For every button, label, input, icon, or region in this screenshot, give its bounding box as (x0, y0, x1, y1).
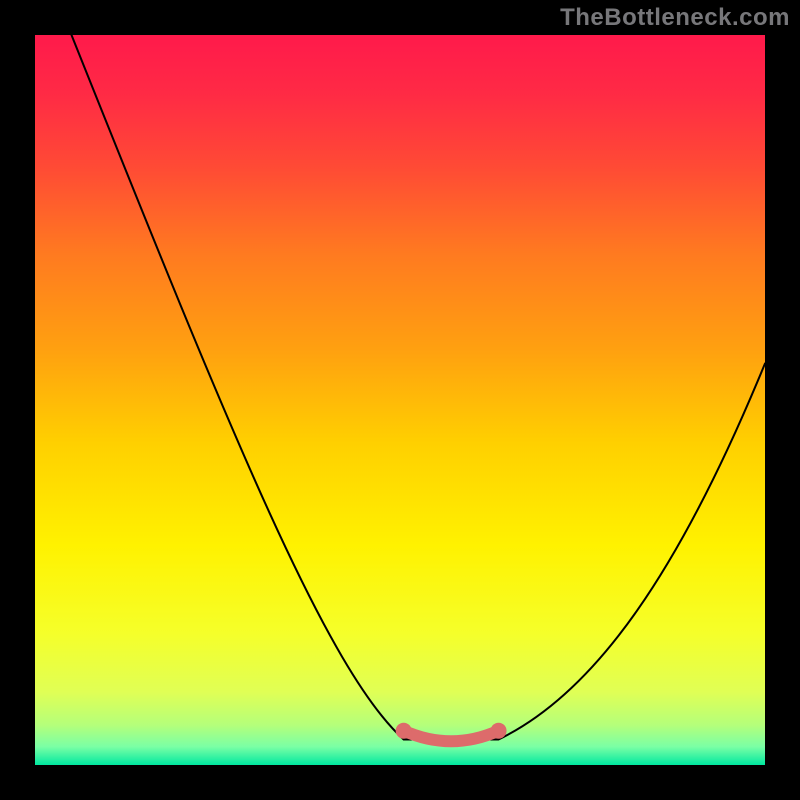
watermark-text: TheBottleneck.com (560, 4, 790, 32)
gradient-background (35, 35, 765, 765)
chart-frame: TheBottleneck.com (0, 0, 800, 800)
bottleneck-chart-svg (35, 35, 765, 765)
plot-area (35, 35, 765, 765)
